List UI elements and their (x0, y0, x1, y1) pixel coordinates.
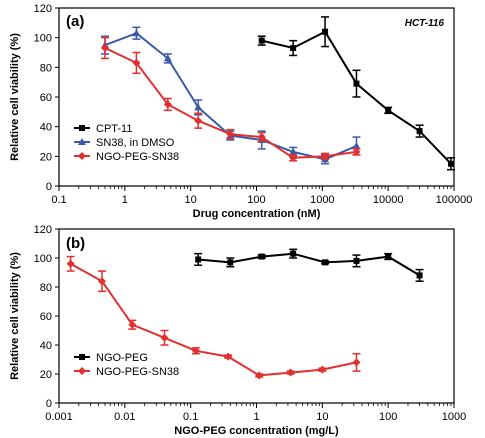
panel-b-y-tick-label: 80 (40, 282, 52, 294)
panel-a-data-point (194, 116, 203, 125)
panel-a-y-tick-label: 80 (40, 62, 52, 74)
panel-a-data-point (194, 103, 203, 111)
panel-a-data-point (257, 133, 266, 142)
panel-b-data-point (322, 259, 329, 266)
panel-b-legend-marker (78, 367, 86, 375)
panel-b-x-tick-label: 0.1 (183, 411, 198, 423)
panel-a-y-axis-label: Relative cell viability (%) (9, 33, 21, 161)
panel-a-x-tick-label: 1000 (310, 194, 334, 206)
panel-b-legend-entry-ngo-peg-sn38: NGO-PEG-SN38 (74, 366, 179, 378)
panel-b-data-point (227, 259, 234, 266)
panel-a-data-point (163, 54, 172, 62)
panel-b-data-point (286, 368, 295, 377)
panel-a-legend-label: SN38, in DMSO (96, 137, 175, 149)
panel-a-series-ngo-peg-sn38 (101, 36, 361, 162)
panel-b-panel-label: (b) (66, 235, 85, 252)
panel-a-x-tick-label: 100 (247, 194, 265, 206)
panel-a-legend-label: CPT-11 (96, 123, 132, 135)
panel-a-y-tick-label: 120 (34, 3, 52, 15)
panel-a-y-tick-label: 20 (40, 151, 52, 163)
panel-b-y-tick-label: 40 (40, 340, 52, 352)
panel-b-legend-label: NGO-PEG (96, 352, 148, 364)
panel-a-y-tick-label: 60 (40, 92, 52, 104)
panel-b-x-tick-label: 10 (316, 411, 328, 423)
panel-b-y-tick-label: 60 (40, 311, 52, 323)
panel-b-data-point (195, 256, 202, 263)
panel-b-series-line-ngo-peg-sn38 (70, 262, 357, 377)
panel-b-y-tick-label: 20 (40, 369, 52, 381)
panel-a-data-point (447, 160, 454, 167)
panel-b-data-point (352, 358, 361, 367)
panel-b-data-point (353, 257, 360, 264)
panel-b-series-ngo-peg (194, 248, 424, 282)
panel-b-data-point (416, 272, 423, 279)
panel-b-data-point (290, 250, 297, 257)
panel-a-legend-label: NGO-PEG-SN38 (96, 151, 179, 163)
panel-b-x-axis-label: NGO-PEG concentration (mg/L) (174, 425, 339, 437)
panel-a-data-point (385, 107, 392, 114)
panel-a-data-point (290, 45, 297, 52)
panel-a-data-point (258, 37, 265, 44)
panel-b-data-point (128, 320, 137, 329)
panel-b-x-tick-label: 1 (253, 411, 259, 423)
panel-a-data-point (289, 153, 298, 162)
panel-a-legend-marker (78, 138, 86, 145)
panel-a-data-point (321, 152, 330, 161)
panel-a-legend-entry-sn38-in-dmso: SN38, in DMSO (74, 137, 175, 149)
panel-b-y-tick-label: 0 (46, 398, 52, 410)
panel-a-legend-marker (78, 152, 86, 160)
panel-b-data-point (66, 259, 75, 268)
panel-a-x-tick-label: 100000 (436, 194, 473, 206)
panel-b-x-tick-label: 0.01 (114, 411, 135, 423)
panel-b-chart: 0 20 40 60 80 100 120 0.001 0.01 0.1 1 10 100 1000 NGO… (9, 224, 466, 437)
panel-a-data-point (132, 58, 141, 67)
panel-a-chart: 0 20 40 60 80 100 120 0.1 1 10 100 1000 10000 100000 D… (9, 3, 472, 220)
panel-a-y-tick-label: 0 (46, 181, 52, 193)
panel-a-panel-label: (a) (66, 13, 84, 30)
panel-b-data-point (224, 352, 233, 361)
panel-a-legend-entry-cpt-11: CPT-11 (74, 123, 132, 135)
panel-b-x-tick-label: 1000 (442, 411, 466, 423)
panel-a-data-point (101, 44, 110, 53)
panel-b-data-point (191, 346, 200, 355)
panel-b-series-ngo-peg-sn38 (66, 255, 361, 380)
panel-a-series-cpt-11 (257, 16, 455, 171)
panel-b-y-tick-label: 120 (34, 224, 52, 236)
panel-a-data-point (132, 29, 141, 37)
panel-b-legend-label: NGO-PEG-SN38 (96, 366, 179, 378)
panel-a-data-point (163, 100, 172, 109)
panel-a-x-tick-label: 1 (122, 194, 128, 206)
panel-a-data-point (352, 141, 361, 149)
panel-b-data-point (258, 253, 265, 260)
panel-a-data-point (289, 147, 298, 155)
panel-b-y-tick-label: 100 (34, 253, 52, 265)
panel-a-x-tick-label: 10 (185, 194, 197, 206)
panel-a-x-tick-label: 0.1 (51, 194, 66, 206)
panel-b-data-point (255, 371, 264, 380)
panel-a-y-tick-label: 100 (34, 33, 52, 45)
panel-a-data-point (353, 80, 360, 87)
panel-b-data-point (160, 333, 169, 342)
panel-a-y-tick-label: 40 (40, 122, 52, 134)
panel-b-legend-marker (79, 354, 85, 360)
panel-b-legend-entry-ngo-peg: NGO-PEG (74, 352, 148, 364)
panel-b-data-point (318, 365, 327, 374)
panel-a-x-axis-label: Drug concentration (nM) (193, 208, 321, 220)
panel-b-x-tick-label: 0.001 (45, 411, 73, 423)
panel-b-data-point (385, 253, 392, 260)
panel-a-data-point (226, 130, 235, 139)
panel-a-legend-marker (79, 125, 85, 131)
panel-a-legend-entry-ngo-peg-sn38: NGO-PEG-SN38 (74, 151, 179, 163)
panel-a-data-point (352, 147, 361, 156)
panel-b-y-axis-label: Relative cell viability (%) (9, 252, 21, 380)
panel-b-x-tick-label: 100 (379, 411, 397, 423)
panel-a-data-point (416, 128, 423, 135)
panel-a-data-point (322, 28, 329, 35)
panel-b-series-line-ngo-peg (198, 252, 421, 277)
panel-b-data-point (98, 277, 107, 286)
panel-a-x-tick-label: 10000 (373, 194, 404, 206)
panel-a-annotation: HCT-116 (405, 18, 445, 29)
